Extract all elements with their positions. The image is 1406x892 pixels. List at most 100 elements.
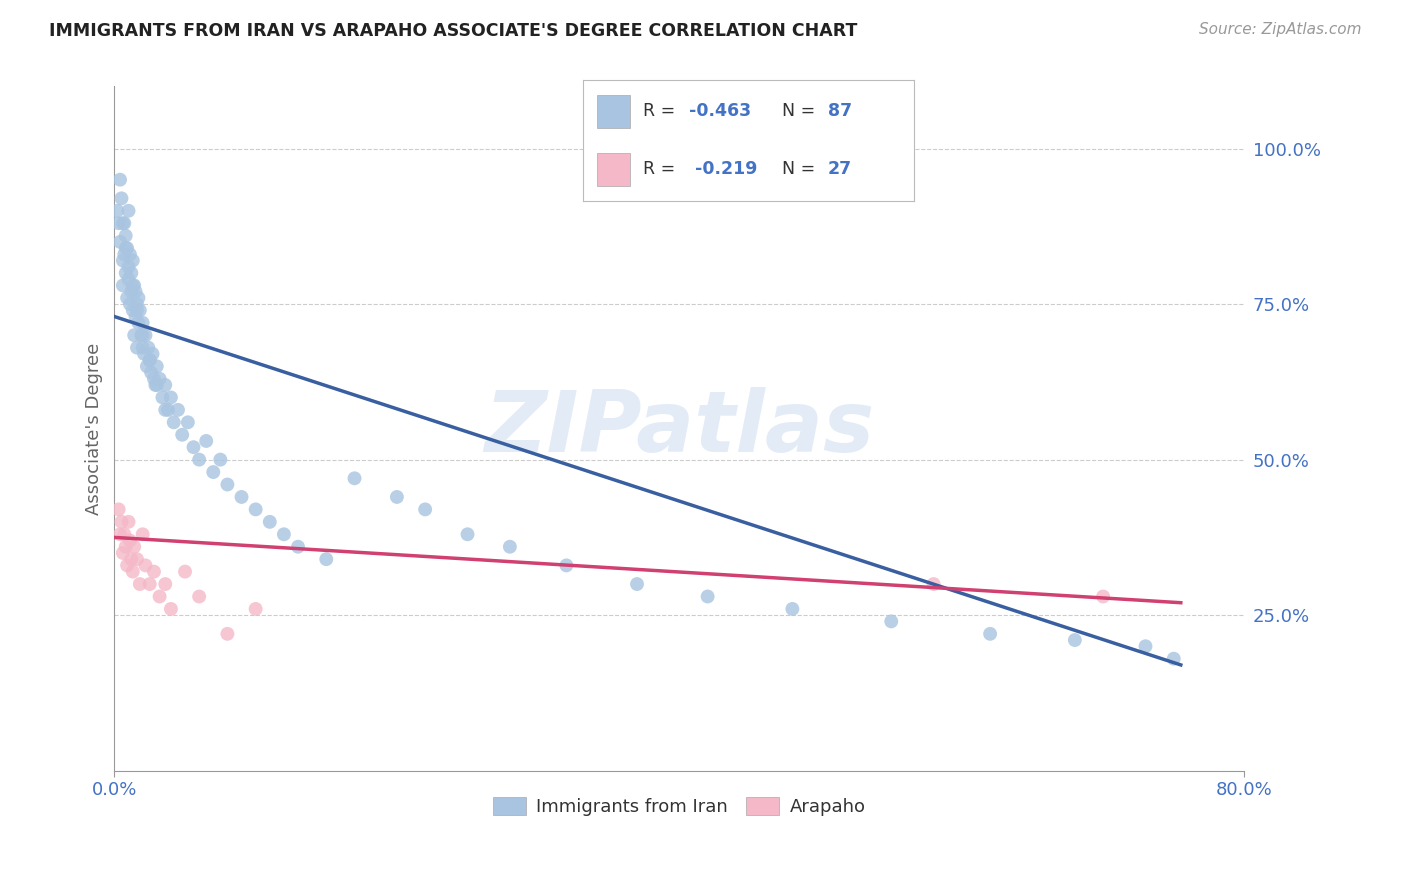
Point: [120, 266, 142, 280]
Point: [131, 527, 153, 541]
Point: [134, 328, 156, 343]
Point: [160, 602, 183, 616]
Point: [149, 590, 172, 604]
Point: [188, 590, 211, 604]
Point: [499, 540, 522, 554]
Text: R =: R =: [643, 160, 681, 178]
Point: [183, 440, 205, 454]
Point: [217, 627, 239, 641]
Point: [979, 627, 1001, 641]
Point: [136, 341, 159, 355]
Point: [115, 558, 138, 573]
Point: [131, 316, 153, 330]
Point: [134, 558, 156, 573]
Point: [231, 490, 253, 504]
FancyBboxPatch shape: [596, 153, 630, 186]
Y-axis label: Associate's Degree: Associate's Degree: [86, 343, 103, 515]
Point: [115, 291, 138, 305]
Point: [122, 328, 145, 343]
Point: [112, 247, 135, 261]
Point: [131, 341, 153, 355]
Point: [111, 216, 134, 230]
Point: [343, 471, 366, 485]
Point: [117, 515, 139, 529]
Point: [114, 228, 136, 243]
Point: [138, 353, 160, 368]
Point: [110, 515, 132, 529]
Point: [125, 341, 148, 355]
FancyBboxPatch shape: [596, 95, 630, 128]
Point: [143, 565, 166, 579]
Point: [167, 402, 190, 417]
Point: [107, 502, 129, 516]
Point: [120, 285, 142, 299]
Text: Source: ZipAtlas.com: Source: ZipAtlas.com: [1198, 22, 1361, 37]
Text: N =: N =: [782, 102, 821, 120]
Point: [155, 402, 177, 417]
Point: [696, 590, 718, 604]
Point: [129, 328, 152, 343]
Text: IMMIGRANTS FROM IRAN VS ARAPAHO ASSOCIATE'S DEGREE CORRELATION CHART: IMMIGRANTS FROM IRAN VS ARAPAHO ASSOCIAT…: [49, 22, 858, 40]
Point: [124, 285, 146, 299]
Point: [315, 552, 337, 566]
Point: [125, 552, 148, 566]
Point: [141, 347, 163, 361]
Point: [112, 216, 135, 230]
Point: [112, 527, 135, 541]
Point: [114, 266, 136, 280]
Point: [128, 303, 150, 318]
Point: [124, 310, 146, 324]
Point: [880, 615, 903, 629]
Point: [555, 558, 578, 573]
Point: [457, 527, 479, 541]
Point: [111, 253, 134, 268]
Point: [135, 359, 157, 374]
Point: [118, 533, 141, 548]
Point: [111, 546, 134, 560]
Point: [155, 577, 177, 591]
Point: [143, 372, 166, 386]
Point: [217, 477, 239, 491]
Text: R =: R =: [643, 102, 681, 120]
Point: [127, 316, 149, 330]
Point: [1163, 651, 1185, 665]
Point: [157, 402, 180, 417]
Point: [195, 434, 218, 448]
Point: [245, 602, 267, 616]
Point: [110, 191, 132, 205]
Point: [108, 172, 131, 186]
Point: [385, 490, 408, 504]
Point: [121, 278, 143, 293]
Point: [114, 241, 136, 255]
Point: [177, 415, 200, 429]
Point: [108, 235, 131, 249]
Point: [273, 527, 295, 541]
Point: [121, 565, 143, 579]
Point: [128, 577, 150, 591]
Point: [105, 203, 128, 218]
Point: [121, 303, 143, 318]
Legend: Immigrants from Iran, Arapaho: Immigrants from Iran, Arapaho: [486, 790, 873, 823]
Text: 87: 87: [828, 102, 852, 120]
Point: [163, 415, 186, 429]
Point: [138, 577, 160, 591]
Point: [245, 502, 267, 516]
Point: [117, 260, 139, 274]
Point: [146, 378, 169, 392]
Point: [1135, 640, 1157, 654]
Point: [922, 577, 945, 591]
Point: [125, 297, 148, 311]
Point: [120, 552, 142, 566]
Point: [172, 427, 194, 442]
Point: [155, 378, 177, 392]
Point: [287, 540, 309, 554]
Point: [117, 203, 139, 218]
Point: [146, 359, 169, 374]
Point: [122, 540, 145, 554]
Point: [127, 291, 149, 305]
Point: [121, 253, 143, 268]
Point: [209, 452, 232, 467]
Point: [413, 502, 436, 516]
Point: [138, 353, 160, 368]
Text: N =: N =: [782, 160, 821, 178]
